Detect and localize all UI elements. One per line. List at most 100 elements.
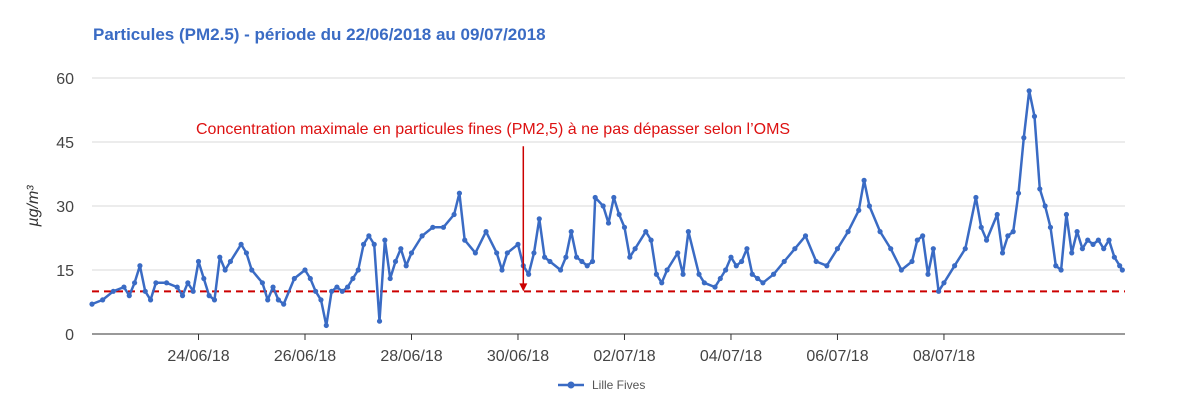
data-point bbox=[350, 275, 356, 282]
data-point bbox=[265, 297, 271, 303]
chart-title: Particules (PM2.5) - période du 22/06/20… bbox=[93, 25, 546, 44]
data-point bbox=[153, 280, 159, 286]
data-point bbox=[494, 250, 500, 256]
data-point bbox=[999, 250, 1006, 256]
data-point bbox=[462, 237, 468, 243]
data-point bbox=[243, 250, 250, 256]
y-tick-label: 60 bbox=[56, 71, 74, 88]
data-point bbox=[195, 258, 202, 265]
data-point bbox=[451, 211, 457, 218]
x-tick-label: 02/07/18 bbox=[593, 348, 655, 365]
data-point bbox=[589, 258, 596, 265]
data-point bbox=[616, 211, 622, 218]
data-point bbox=[749, 271, 755, 277]
y-axis-label: µg/m³ bbox=[25, 185, 42, 228]
data-point bbox=[978, 224, 984, 230]
data-point bbox=[456, 190, 463, 196]
data-point bbox=[861, 177, 867, 183]
data-point bbox=[398, 246, 404, 252]
data-point bbox=[712, 284, 718, 290]
data-point bbox=[1010, 229, 1016, 235]
data-point bbox=[717, 275, 723, 282]
data-point bbox=[1101, 246, 1107, 252]
data-point bbox=[824, 263, 830, 269]
data-point bbox=[121, 284, 127, 290]
data-point bbox=[1053, 263, 1059, 269]
data-point bbox=[1063, 211, 1070, 218]
data-point bbox=[392, 258, 399, 265]
data-point bbox=[344, 284, 351, 290]
data-point bbox=[249, 267, 255, 273]
data-point bbox=[1042, 203, 1048, 209]
data-point bbox=[813, 258, 819, 265]
data-point bbox=[920, 233, 926, 239]
data-point bbox=[499, 267, 505, 273]
data-point bbox=[147, 297, 154, 303]
data-point bbox=[573, 254, 580, 260]
data-point bbox=[632, 246, 638, 252]
data-point bbox=[408, 250, 415, 256]
data-point bbox=[291, 275, 297, 282]
data-point bbox=[1069, 250, 1075, 256]
x-tick-label: 26/06/18 bbox=[274, 348, 336, 365]
data-point bbox=[131, 280, 138, 286]
data-point bbox=[600, 203, 606, 209]
data-point bbox=[179, 293, 186, 299]
y-tick-label: 45 bbox=[56, 135, 74, 152]
data-point bbox=[222, 267, 228, 273]
data-point bbox=[739, 258, 745, 265]
data-point bbox=[201, 275, 207, 282]
data-point bbox=[579, 258, 585, 265]
data-point bbox=[387, 275, 393, 282]
x-tick-label: 24/06/18 bbox=[167, 348, 229, 365]
data-point bbox=[275, 297, 281, 303]
data-point bbox=[557, 267, 564, 273]
data-point bbox=[536, 216, 542, 222]
data-point bbox=[376, 318, 383, 324]
data-point bbox=[888, 246, 894, 252]
data-point bbox=[770, 271, 777, 277]
data-point bbox=[728, 254, 734, 260]
data-point bbox=[526, 271, 532, 277]
data-point bbox=[962, 246, 968, 252]
data-point bbox=[723, 267, 729, 273]
data-point bbox=[1015, 190, 1022, 196]
data-point bbox=[419, 233, 425, 239]
data-point bbox=[648, 237, 654, 243]
data-point bbox=[781, 258, 787, 265]
data-point bbox=[1117, 263, 1123, 269]
data-point bbox=[568, 229, 574, 235]
data-point bbox=[1079, 246, 1086, 252]
data-point bbox=[1058, 267, 1064, 273]
data-point bbox=[227, 258, 234, 265]
data-point bbox=[754, 275, 761, 282]
data-point bbox=[142, 288, 148, 294]
x-tick-label: 28/06/18 bbox=[380, 348, 442, 365]
data-point bbox=[675, 250, 681, 256]
data-point bbox=[323, 322, 329, 329]
data-point bbox=[318, 297, 324, 303]
y-tick-label: 30 bbox=[56, 199, 74, 216]
x-tick-label: 04/07/18 bbox=[700, 348, 762, 365]
data-point bbox=[174, 284, 180, 290]
data-point bbox=[542, 254, 548, 260]
data-point bbox=[701, 280, 707, 286]
data-point bbox=[483, 229, 489, 235]
data-point bbox=[856, 207, 862, 213]
data-point bbox=[1085, 237, 1091, 243]
data-point bbox=[643, 229, 649, 235]
data-point bbox=[1095, 237, 1101, 243]
data-point bbox=[313, 288, 319, 294]
data-point bbox=[190, 288, 196, 294]
data-point bbox=[1111, 254, 1117, 260]
data-point bbox=[592, 194, 598, 201]
data-point bbox=[339, 288, 345, 294]
data-point bbox=[877, 229, 883, 235]
data-point bbox=[760, 280, 766, 286]
legend-label: Lille Fives bbox=[592, 378, 645, 392]
data-point bbox=[866, 203, 873, 209]
data-point bbox=[515, 241, 521, 247]
data-point bbox=[909, 258, 915, 265]
data-point bbox=[1021, 135, 1027, 141]
